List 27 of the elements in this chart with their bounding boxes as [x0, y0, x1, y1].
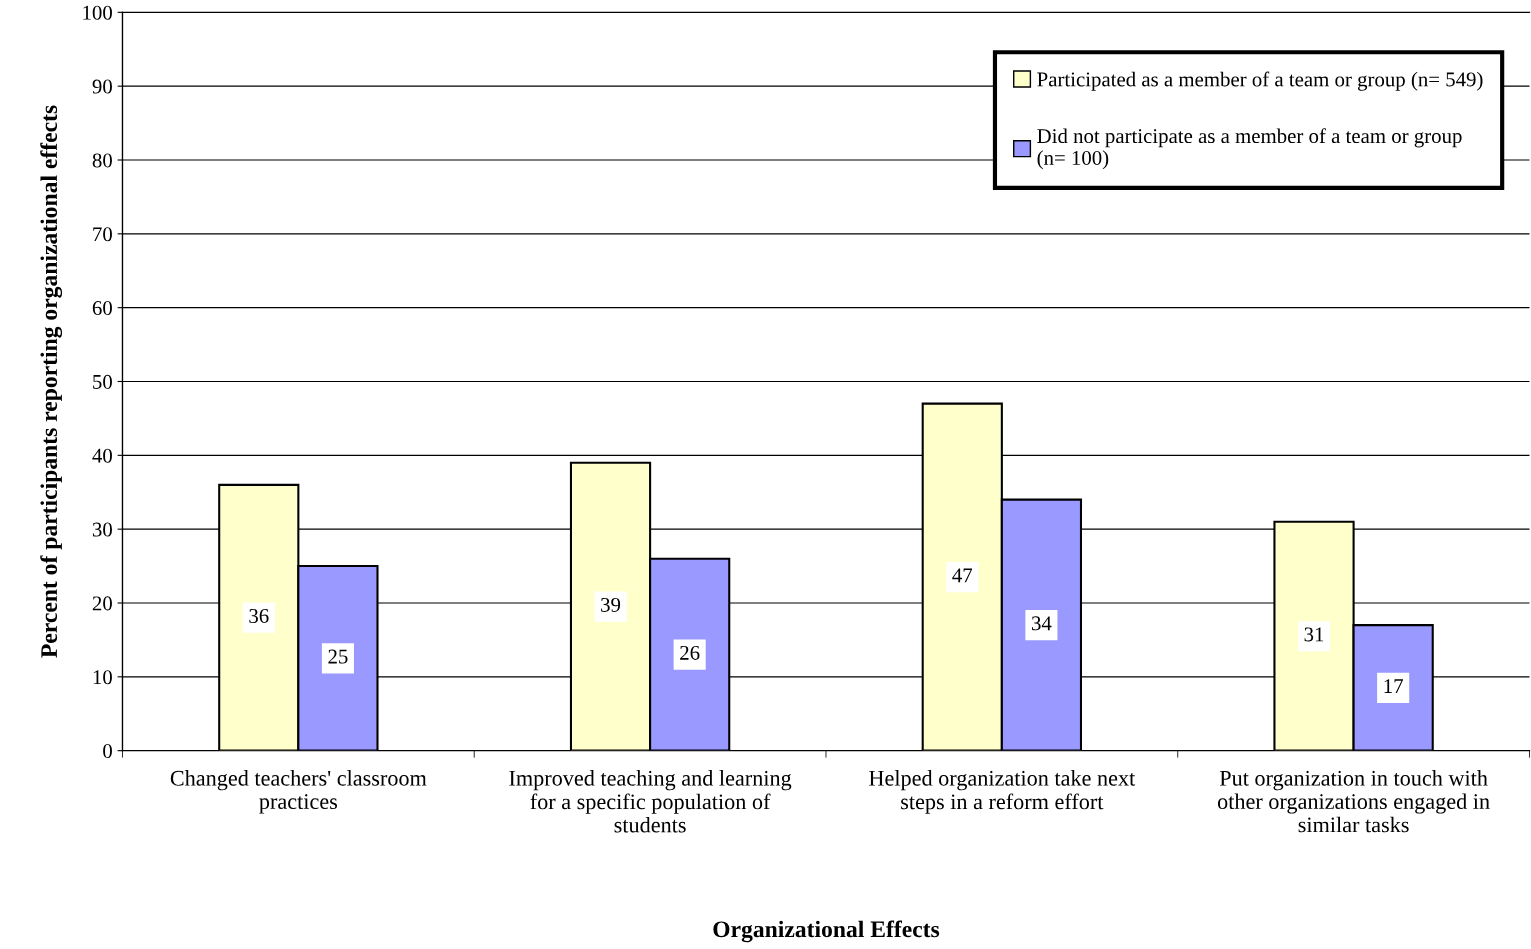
y-tick-label: 60: [92, 301, 112, 316]
y-tick-label: 70: [93, 227, 112, 242]
data-label: 39: [601, 597, 621, 612]
data-label: 34: [1032, 616, 1052, 631]
y-tick-label: 0: [103, 744, 112, 759]
data-label: 36: [249, 608, 269, 623]
y-tick-label: 80: [92, 153, 112, 168]
x-tick-label: Improved teaching and learning for a specific population of students: [509, 770, 792, 833]
y-tick-label: 100: [83, 5, 112, 20]
x-tick-label: Put organization in touch with other organizations engaged in similar tasks: [1217, 770, 1490, 833]
y-tick-label: 30: [92, 522, 112, 537]
data-label: 31: [1304, 627, 1324, 642]
y-tick-label: 10: [93, 670, 112, 685]
x-tick-label: Changed teachers' classroom practices: [170, 770, 427, 814]
y-tick-label: 40: [92, 448, 112, 463]
y-tick-label: 90: [92, 79, 112, 94]
legend-label: Did not participate as a member of a team or group (n= 100): [1037, 128, 1462, 170]
x-tick-label: Helped organization take next steps in a reform effort: [869, 770, 1136, 814]
y-tick-label: 50: [93, 374, 112, 389]
data-label: 47: [952, 568, 973, 583]
data-label: 26: [680, 645, 700, 660]
x-axis-title: Organizational Effects: [713, 920, 940, 943]
data-label: 17: [1384, 679, 1403, 693]
y-tick-label: 20: [92, 596, 112, 611]
legend-label: Participated as a member of a team or group (n= 549): [1037, 71, 1483, 91]
data-label: 25: [328, 649, 348, 664]
y-axis-title: Percent of participants reporting organizational effects: [40, 105, 63, 658]
